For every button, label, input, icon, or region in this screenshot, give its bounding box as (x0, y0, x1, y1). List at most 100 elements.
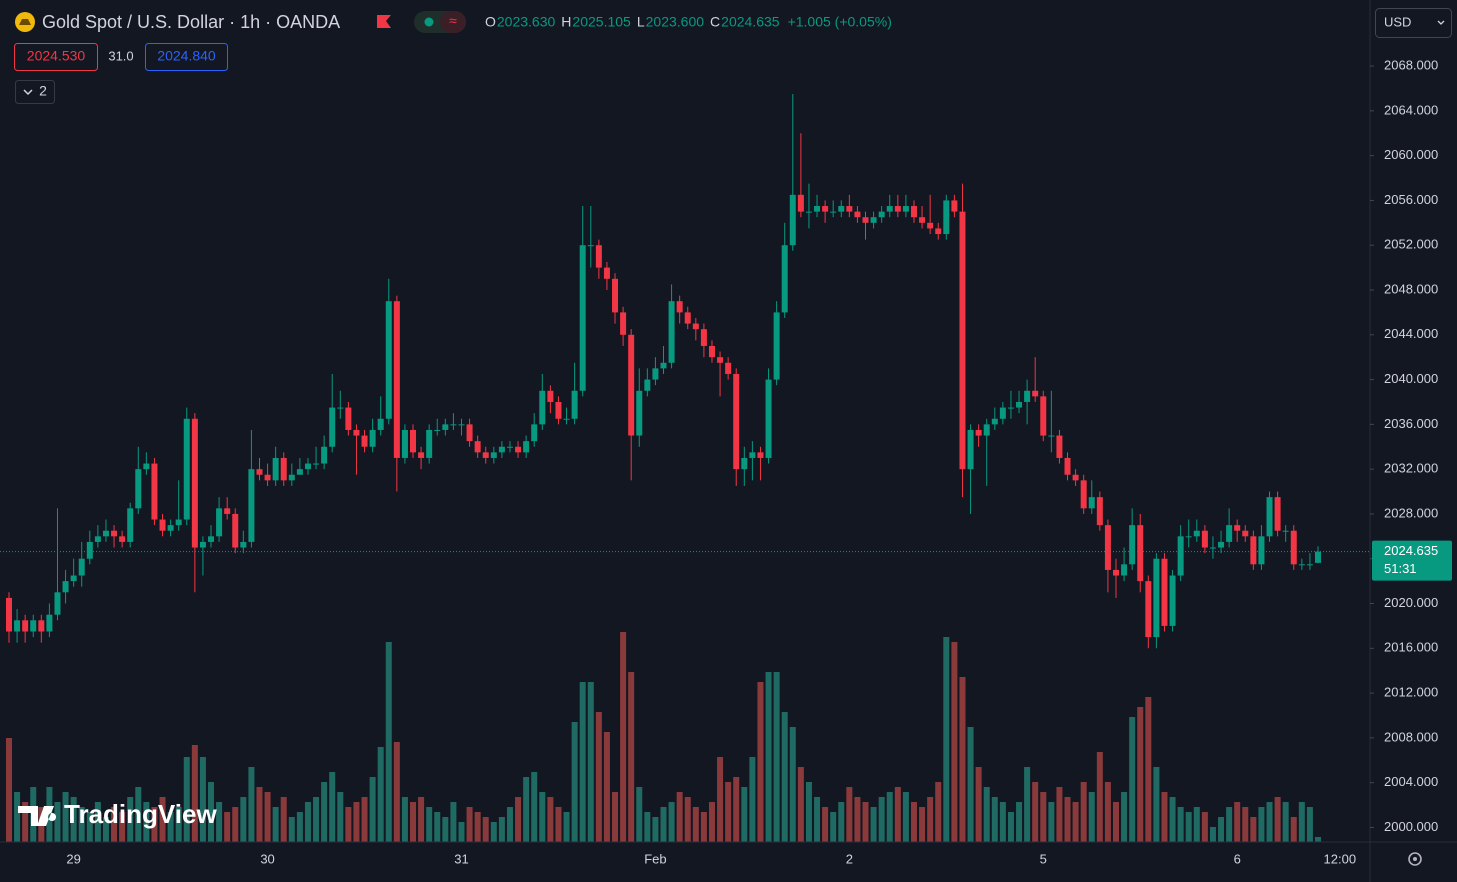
volume-bar (434, 812, 441, 842)
volume-bar (1040, 792, 1047, 842)
volume-bar (54, 802, 61, 842)
x-tick-label: 6 (1234, 851, 1241, 866)
candle-body (1104, 525, 1111, 570)
watermark-logo (18, 806, 57, 826)
candle-body (458, 424, 465, 426)
volume-bar (1048, 802, 1055, 842)
volume-bar (765, 672, 772, 842)
volume-bar (531, 772, 538, 842)
candle-body (563, 418, 570, 420)
candle-body (377, 418, 384, 430)
symbol-title[interactable]: Gold Spot / U.S. Dollar · 1h · OANDA (42, 12, 340, 32)
candle-layer (6, 94, 1321, 649)
buy-button[interactable] (145, 43, 228, 71)
volume-bar (418, 797, 425, 842)
y-tick-label: 2068.000 (1384, 57, 1438, 72)
candle-body (240, 541, 247, 548)
volume-bar (1177, 807, 1184, 842)
volume-bar (199, 757, 206, 842)
candle-body (30, 620, 37, 632)
candle-body (1169, 575, 1176, 626)
candle-body (902, 206, 909, 212)
candle-body (886, 206, 893, 212)
flag-icon[interactable] (377, 15, 391, 28)
candle-body (814, 206, 821, 212)
volume-layer (6, 632, 1321, 842)
settings-icon[interactable] (1408, 852, 1422, 866)
candle-body (765, 379, 772, 458)
volume-bar (943, 637, 950, 842)
candle-body (1250, 536, 1257, 565)
candle-body (119, 536, 126, 542)
volume-bar (111, 807, 118, 842)
volume-bar (959, 677, 966, 842)
candle-body (539, 390, 546, 425)
volume-bar (757, 682, 764, 842)
volume-bar (1145, 697, 1152, 842)
candle-body (46, 614, 53, 632)
volume-bar (733, 777, 740, 842)
candle-body (1226, 525, 1233, 542)
volume-bar (773, 672, 780, 842)
candle-body (151, 463, 158, 520)
volume-bar (329, 772, 336, 842)
candle-body (1315, 551, 1321, 563)
candle-body (991, 418, 998, 425)
volume-bar (288, 817, 295, 842)
volume-bar (361, 797, 368, 842)
candle-body (264, 474, 271, 481)
volume-bar (102, 817, 109, 842)
candle-body (62, 581, 69, 593)
candle-body (135, 469, 142, 509)
candle-body (700, 329, 707, 346)
currency-chevron (1437, 20, 1445, 25)
volume-bar (264, 792, 271, 842)
volume-bar (14, 792, 21, 842)
candle-body (6, 597, 12, 632)
volume-bar (1306, 807, 1313, 842)
status-pill-right (440, 11, 466, 33)
candle-body (353, 429, 360, 436)
y-tick-label: 2064.000 (1384, 102, 1438, 117)
delay-icon: ≈ (449, 13, 457, 29)
candle-body (482, 452, 489, 458)
candle-body (587, 245, 594, 247)
volume-bar (393, 742, 400, 842)
volume-bar (1266, 802, 1273, 842)
y-tick-label: 2032.000 (1384, 461, 1438, 476)
volume-bar (1315, 837, 1321, 842)
candle-body (1016, 401, 1023, 408)
y-tick-label: 2044.000 (1384, 326, 1438, 341)
volume-bar (94, 802, 101, 842)
candle-body (676, 301, 683, 313)
candle-body (280, 457, 287, 481)
volume-bar (910, 802, 917, 842)
candle-body (102, 530, 109, 537)
candle-body (983, 424, 990, 436)
volume-bar (717, 757, 724, 842)
currency-select[interactable] (1375, 8, 1452, 38)
x-tick-label: 30 (260, 851, 274, 866)
volume-bar (951, 642, 958, 842)
volume-bar (1056, 787, 1063, 842)
volume-bar (313, 797, 320, 842)
ohlc-key: C (710, 14, 720, 30)
volume-bar (224, 812, 231, 842)
candle-body (313, 463, 320, 465)
ohlc-value: 2023.630 (497, 14, 556, 30)
x-tick-label: 29 (66, 851, 80, 866)
candle-body (38, 620, 45, 632)
x-tick-label: 31 (454, 851, 468, 866)
candle-body (628, 334, 635, 436)
volume-bar (280, 797, 287, 842)
volume-bar (62, 792, 69, 842)
sell-button[interactable] (14, 43, 98, 71)
indicators-toggle[interactable] (15, 80, 55, 104)
indicators-count: 2 (39, 83, 47, 99)
candle-body (1072, 474, 1079, 481)
candle-body (272, 457, 279, 481)
candle-body (490, 452, 497, 458)
candle-body (1056, 435, 1063, 458)
volume-bar (628, 672, 635, 842)
